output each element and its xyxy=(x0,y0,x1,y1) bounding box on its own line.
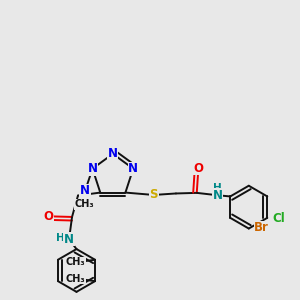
Text: O: O xyxy=(193,162,203,175)
Text: H: H xyxy=(213,183,222,193)
Text: CH₃: CH₃ xyxy=(66,274,85,284)
Text: CH₃: CH₃ xyxy=(75,199,94,209)
Text: N: N xyxy=(128,162,138,175)
Text: Br: Br xyxy=(254,221,269,234)
Text: O: O xyxy=(44,210,54,223)
Text: N: N xyxy=(80,184,90,197)
Text: S: S xyxy=(149,188,158,202)
Text: Cl: Cl xyxy=(272,212,285,225)
Text: N: N xyxy=(64,233,74,246)
Text: H: H xyxy=(56,233,65,243)
Text: N: N xyxy=(213,189,223,202)
Text: N: N xyxy=(108,147,118,161)
Text: N: N xyxy=(88,162,98,175)
Text: CH₃: CH₃ xyxy=(66,257,85,267)
